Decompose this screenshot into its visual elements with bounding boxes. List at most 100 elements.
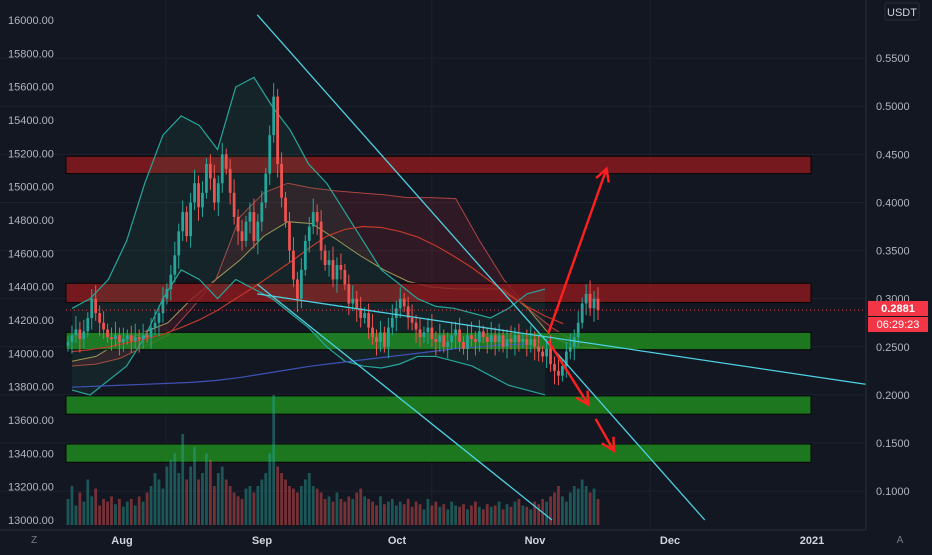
candle-body-37 bbox=[212, 178, 216, 203]
volume-bar-50 bbox=[264, 473, 268, 525]
volume-bar-80 bbox=[383, 504, 386, 525]
candle-body-82 bbox=[390, 317, 394, 328]
volume-bar-134 bbox=[596, 499, 600, 525]
candle-body-95 bbox=[442, 335, 446, 347]
volume-bar-87 bbox=[410, 506, 414, 525]
volume-bar-126 bbox=[564, 501, 568, 525]
volume-bar-103 bbox=[474, 501, 477, 525]
volume-bar-27 bbox=[173, 453, 177, 525]
volume-bar-111 bbox=[505, 504, 509, 525]
volume-bar-18 bbox=[137, 496, 141, 525]
candle-body-125 bbox=[561, 366, 564, 376]
candle-body-122 bbox=[549, 348, 552, 365]
candle-body-91 bbox=[426, 327, 430, 333]
candle-body-47 bbox=[252, 212, 256, 241]
candle-body-98 bbox=[454, 329, 457, 336]
volume-bar-114 bbox=[517, 499, 521, 525]
zone-resistance-0 bbox=[65, 155, 812, 175]
volume-bar-77 bbox=[371, 501, 374, 525]
volume-bar-0 bbox=[66, 499, 70, 525]
x-tick-4: Dec bbox=[660, 535, 680, 547]
candle-body-51 bbox=[268, 135, 272, 174]
volume-bar-22 bbox=[153, 473, 157, 525]
left-tick-10: 14000.00 bbox=[8, 348, 54, 360]
candle-body-36 bbox=[209, 163, 212, 179]
volume-bar-40 bbox=[224, 479, 228, 525]
candle-body-76 bbox=[367, 313, 370, 328]
candle-body-30 bbox=[185, 212, 189, 237]
axes: 16000.00 15800.00 15600.00 15400.00 15200.00… bbox=[8, 15, 54, 527]
candle-body-115 bbox=[521, 339, 525, 342]
candle-body-56 bbox=[288, 221, 291, 251]
volume-bar-81 bbox=[386, 501, 390, 525]
candle-body-40 bbox=[224, 154, 228, 169]
time-axis[interactable]: Aug Sep Oct Nov Dec 2021 bbox=[111, 535, 824, 547]
candle-body-126 bbox=[564, 351, 568, 367]
candle-body-90 bbox=[422, 332, 426, 338]
candle-body-19 bbox=[141, 335, 145, 340]
left-tick-6: 14800.00 bbox=[8, 215, 54, 227]
volume-bar-74 bbox=[359, 488, 363, 525]
candle-body-93 bbox=[434, 339, 438, 342]
candle-body-81 bbox=[386, 327, 390, 347]
volume-bar-11 bbox=[110, 496, 113, 525]
volume-bar-101 bbox=[466, 509, 469, 525]
candle-body-119 bbox=[537, 346, 541, 352]
volume-bar-37 bbox=[212, 486, 216, 525]
candle-body-73 bbox=[355, 298, 359, 309]
x-tick-0: Aug bbox=[111, 535, 132, 547]
right-tick-6: 0.2500 bbox=[876, 342, 910, 354]
arrows bbox=[547, 166, 616, 453]
candle-body-103 bbox=[474, 339, 477, 342]
candle-body-104 bbox=[477, 331, 481, 342]
volume-bar-33 bbox=[197, 479, 200, 525]
volume-bar-69 bbox=[339, 499, 343, 525]
volume-bar-19 bbox=[141, 501, 145, 525]
volume-bar-16 bbox=[129, 499, 133, 525]
volume-bar-67 bbox=[331, 501, 335, 525]
candle-body-46 bbox=[248, 212, 252, 222]
volume-bar-124 bbox=[557, 486, 560, 525]
candle-body-31 bbox=[189, 202, 192, 237]
volume-bar-60 bbox=[303, 479, 307, 525]
candle-body-2 bbox=[74, 329, 78, 336]
candle-body-134 bbox=[596, 298, 600, 311]
volume-bar-98 bbox=[454, 505, 457, 525]
candle-body-26 bbox=[169, 274, 173, 290]
candle-body-49 bbox=[260, 202, 264, 222]
candle-body-88 bbox=[414, 322, 418, 330]
candle-body-58 bbox=[296, 279, 299, 299]
volume-bar-89 bbox=[418, 504, 422, 525]
candle-body-53 bbox=[276, 96, 280, 164]
right-tick-2: 0.4500 bbox=[876, 149, 910, 161]
candles bbox=[66, 83, 866, 386]
volume-bar-32 bbox=[193, 447, 196, 525]
auto-scale-button[interactable]: A bbox=[897, 535, 904, 546]
candle-body-50 bbox=[264, 173, 268, 203]
candle-body-8 bbox=[98, 313, 102, 323]
candle-body-99 bbox=[458, 329, 461, 342]
volume-bar-130 bbox=[580, 479, 584, 525]
volume-bar-104 bbox=[477, 506, 481, 525]
volume-bar-129 bbox=[576, 488, 580, 525]
arrow-head-1 bbox=[575, 390, 590, 407]
candle-body-89 bbox=[418, 329, 422, 338]
volume-bar-93 bbox=[434, 501, 438, 525]
candle-body-118 bbox=[533, 339, 537, 347]
band-upper-line bbox=[71, 76, 546, 319]
left-tick-0: 16000.00 bbox=[8, 15, 54, 27]
volume-bar-109 bbox=[497, 501, 501, 525]
z-button[interactable]: Z bbox=[31, 535, 37, 546]
currency-badge[interactable] bbox=[884, 2, 920, 21]
volume-bar-92 bbox=[430, 505, 434, 525]
volume-bar-110 bbox=[501, 509, 505, 525]
candle-body-12 bbox=[114, 335, 117, 340]
right-tick-3: 0.4000 bbox=[876, 197, 910, 209]
candle-body-107 bbox=[489, 335, 493, 342]
volume-bar-45 bbox=[244, 488, 248, 525]
volume-bar-53 bbox=[276, 466, 280, 525]
candle-body-69 bbox=[339, 265, 343, 270]
candle-body-100 bbox=[462, 341, 465, 349]
candle-body-72 bbox=[351, 298, 355, 304]
